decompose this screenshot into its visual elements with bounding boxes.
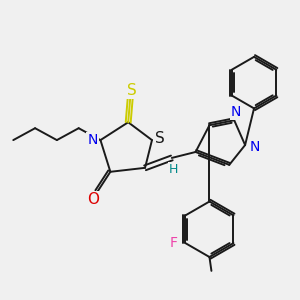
Text: S: S [155,130,165,146]
Text: S: S [127,83,137,98]
Text: F: F [169,236,178,250]
Text: H: H [169,163,178,176]
Text: N: N [250,140,260,154]
Text: N: N [231,105,242,119]
Text: N: N [87,133,98,147]
Text: O: O [88,192,100,207]
